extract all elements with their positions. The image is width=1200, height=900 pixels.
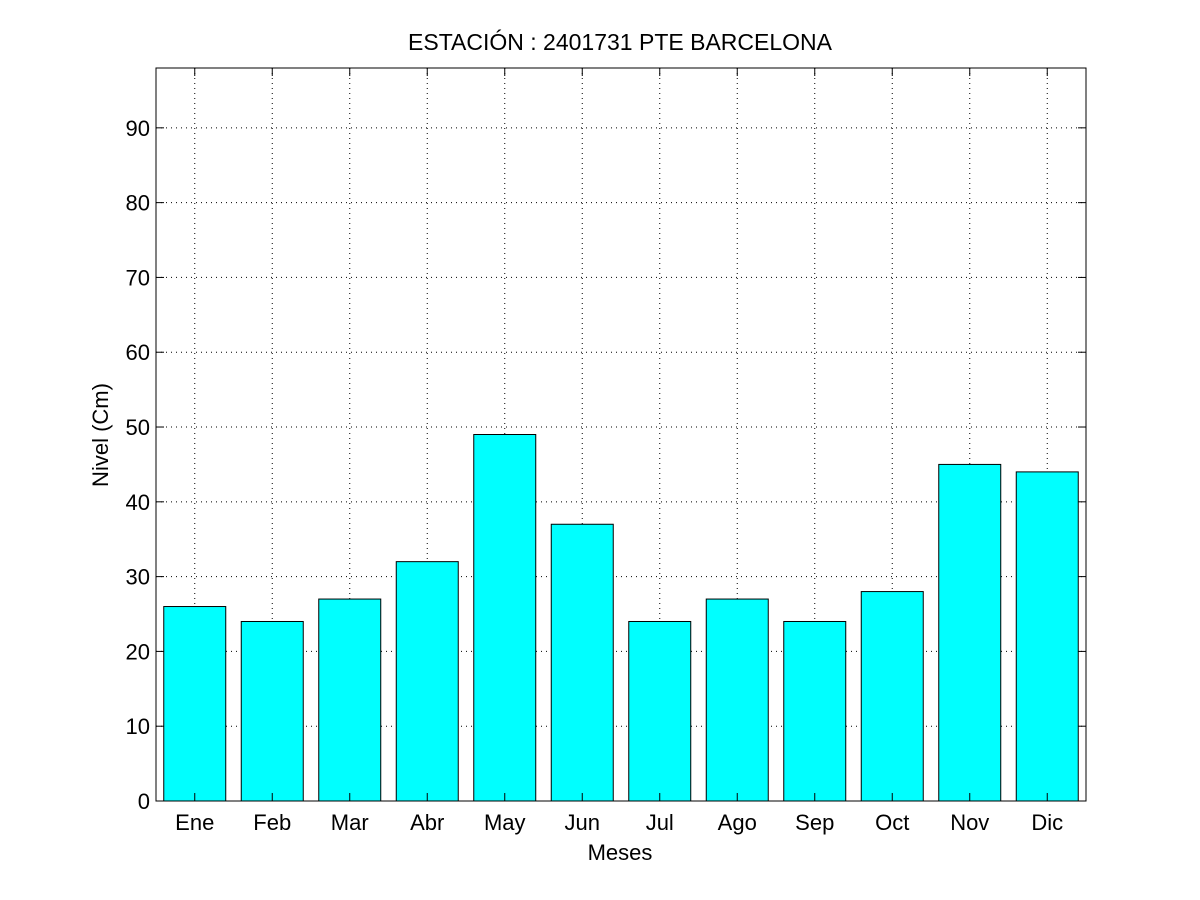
bars bbox=[163, 434, 1079, 801]
bar-ago bbox=[705, 598, 769, 801]
y-tick-label: 50 bbox=[126, 415, 150, 440]
y-tick-label: 30 bbox=[126, 565, 150, 590]
bar-sep bbox=[783, 620, 847, 801]
x-tick-label: Dic bbox=[1031, 810, 1063, 835]
y-tick-label: 20 bbox=[126, 639, 150, 664]
x-tick-label: Nov bbox=[950, 810, 989, 835]
x-tick-label: Sep bbox=[795, 810, 834, 835]
y-tick-label: 80 bbox=[126, 191, 150, 216]
bar-ene bbox=[163, 606, 227, 801]
y-tick-label: 70 bbox=[126, 265, 150, 290]
bar-jun bbox=[550, 523, 614, 801]
bar-abr bbox=[395, 561, 459, 801]
bar-jul bbox=[628, 620, 692, 801]
y-tick-label: 10 bbox=[126, 714, 150, 739]
x-tick-label: Jun bbox=[565, 810, 600, 835]
bar-may bbox=[473, 434, 537, 801]
x-tick-label: Jul bbox=[646, 810, 674, 835]
x-axis-label: Meses bbox=[588, 840, 653, 865]
x-tick-label: Abr bbox=[410, 810, 444, 835]
x-tick-label: May bbox=[484, 810, 526, 835]
chart-title: ESTACIÓN : 2401731 PTE BARCELONA bbox=[408, 29, 833, 55]
bar-mar bbox=[318, 598, 382, 801]
y-tick-label: 90 bbox=[126, 116, 150, 141]
axes-box bbox=[155, 67, 1087, 802]
axes bbox=[155, 67, 1087, 802]
x-tick-label: Ene bbox=[175, 810, 214, 835]
y-tick-label: 0 bbox=[138, 789, 150, 814]
tick-labels: Ene Feb Mar Abr May Jun Jul Ago Sep Oct Nov Dic 0 10 2… bbox=[126, 116, 1064, 835]
x-tick-label: Feb bbox=[253, 810, 291, 835]
x-tick-label: Oct bbox=[875, 810, 909, 835]
y-tick-label: 40 bbox=[126, 490, 150, 515]
x-tick-label: Ago bbox=[718, 810, 757, 835]
bar-nov bbox=[938, 463, 1002, 801]
x-tick-label: Mar bbox=[331, 810, 369, 835]
bar-dic bbox=[1015, 471, 1079, 801]
y-tick-label: 60 bbox=[126, 340, 150, 365]
bar-oct bbox=[860, 591, 924, 801]
bar-group bbox=[163, 434, 1079, 801]
y-axis-label: Nivel (Cm) bbox=[88, 383, 113, 487]
bar-feb bbox=[240, 620, 304, 801]
